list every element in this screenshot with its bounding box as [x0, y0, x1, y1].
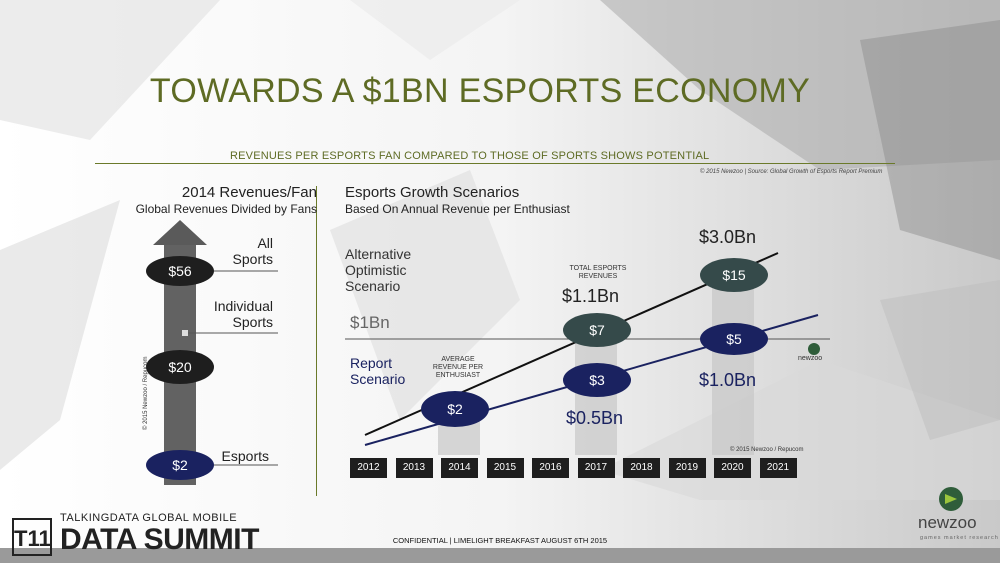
badge-report-2020: $5	[700, 323, 768, 355]
year-tick-2019: 2019	[668, 458, 706, 478]
left-chart-title: 2014 Revenues/Fan	[181, 184, 317, 201]
year-tick-2020: 2020	[714, 458, 751, 478]
confidential-footer: CONFIDENTIAL | LIMELIGHT BREAKFAST AUGUS…	[392, 536, 608, 545]
total-label-2020-report: $1.0Bn	[699, 370, 757, 390]
threshold-label: $1Bn	[350, 313, 390, 332]
year-tick-2012: 2012	[350, 458, 387, 478]
left-chart-copyright: © 2015 Newzoo / Repucom	[143, 356, 149, 430]
total-label-2017-report: $0.5Bn	[566, 408, 624, 428]
year-tick-2018: 2018	[623, 458, 660, 478]
year-tick-2017: 2017	[577, 458, 615, 478]
report-scenario-label: Report Scenario	[350, 355, 406, 387]
badge-optimistic-2017: $7	[563, 313, 631, 347]
newzoo-wordmark: newzoo	[918, 513, 977, 532]
category-label-line: Sports	[232, 314, 273, 330]
event-name-small: TALKINGDATA GLOBAL MOBILE	[60, 512, 238, 524]
year-tick-2014: 2014	[441, 458, 478, 478]
category-label-line: All	[257, 235, 273, 251]
small-logo-icon	[808, 343, 820, 355]
alt-scenario-label: Alternative Optimistic Scenario	[345, 246, 412, 294]
event-logo-mark: T11	[12, 518, 52, 556]
column-shade-2020	[712, 270, 754, 455]
value-badge-individual-sports: $20	[146, 350, 214, 384]
category-label-all-sports: All Sports	[195, 235, 273, 267]
newzoo-tagline: games market research	[920, 535, 999, 541]
event-name-big: DATA SUMMIT	[60, 523, 259, 556]
right-chart-copyright: © 2015 Newzoo / Repucom	[730, 447, 804, 453]
value-badge-all-sports: $56	[146, 256, 214, 286]
total-label-2017-optimistic: $1.1Bn	[562, 286, 620, 306]
small-newzoo-logo: newzoo	[798, 343, 832, 362]
category-label-esports: Esports	[195, 448, 269, 464]
year-tick-2013: 2013	[395, 458, 433, 478]
total-revenue-caption: TOTAL ESPORTS REVENUES	[569, 265, 627, 280]
year-tick-2015: 2015	[486, 458, 524, 478]
small-logo-word: newzoo	[798, 355, 823, 362]
left-chart-subtitle: Global Revenues Divided by Fans	[135, 202, 317, 216]
right-chart-title: Esports Growth Scenarios	[345, 184, 520, 201]
panel-divider	[316, 186, 317, 496]
category-label-individual-sports: Individual Sports	[175, 298, 273, 330]
page-title: TOWARDS A $1BN ESPORTS ECONOMY	[149, 72, 811, 110]
right-chart-subtitle: Based On Annual Revenue per Enthusiast	[345, 202, 570, 216]
category-label-line: Individual	[213, 298, 273, 314]
value-badge-esports: $2	[146, 450, 214, 480]
badge-report-2017: $3	[563, 363, 631, 397]
avg-revenue-caption: AVERAGE REVENUE PER ENTHUSIAST	[432, 356, 484, 379]
badge-optimistic-2020: $15	[700, 258, 768, 292]
year-tick-2021: 2021	[759, 458, 797, 478]
total-label-2020-optimistic: $3.0Bn	[699, 227, 757, 247]
title-divider	[95, 163, 895, 164]
newzoo-logo-icon	[939, 487, 963, 511]
category-label-line: Sports	[232, 251, 273, 267]
page-subtitle: REVENUES PER ESPORTS FAN COMPARED TO THO…	[230, 150, 710, 162]
year-tick-2016: 2016	[532, 458, 569, 478]
badge-report-2014: $2	[421, 391, 489, 427]
source-copyright: © 2015 Newzoo | Source: Global Growth of…	[700, 169, 883, 175]
category-label-line: Esports	[221, 448, 269, 464]
individual-sports-marker	[182, 330, 188, 336]
